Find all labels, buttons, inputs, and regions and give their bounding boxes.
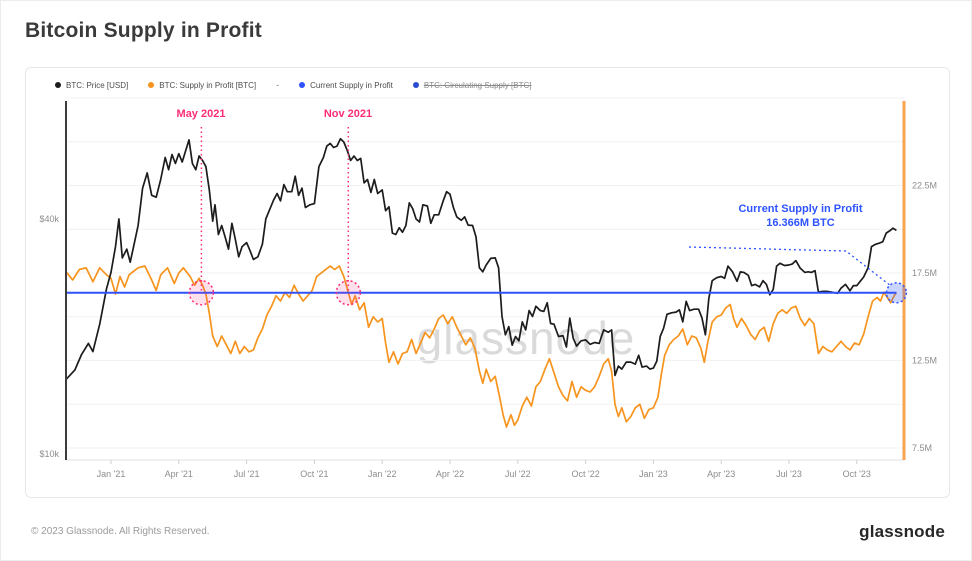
- current-supply-annotation-line1: Current Supply in Profit: [738, 203, 863, 215]
- x-tick-label: Oct '23: [843, 469, 871, 479]
- glassnode-watermark: glassnode: [416, 312, 636, 364]
- chart-card: glassnode: [25, 67, 950, 498]
- current-supply-leader-line: [688, 246, 890, 286]
- x-tick-label: Jan '22: [368, 469, 397, 479]
- x-tick-label: Jul '21: [234, 469, 260, 479]
- x-tick-label: Jul '22: [505, 469, 531, 479]
- x-tick-label: Apr '22: [436, 469, 464, 479]
- current-supply-annotation-label: Current Supply in Profit 16.366M BTC: [693, 202, 908, 230]
- x-tick-label: Oct '22: [571, 469, 599, 479]
- legend-item[interactable]: BTC: Circulating Supply [BTC]: [412, 80, 532, 90]
- glassnode-logo: glassnode: [859, 522, 945, 541]
- event-highlight-circle: [335, 280, 362, 306]
- y-left-tick-label: $10k: [39, 449, 59, 459]
- y-right-tick-label: 7.5M: [912, 443, 932, 453]
- legend-separator: -: [276, 80, 280, 90]
- may-2021-annotation-label: May 2021: [176, 108, 226, 120]
- legend-item-label: BTC: Supply in Profit [BTC]: [159, 80, 257, 90]
- legend-item[interactable]: BTC: Price [USD]: [55, 81, 128, 90]
- y-right-tick-label: 12.5M: [912, 356, 937, 366]
- legend-item[interactable]: Current Supply in Profit: [299, 81, 393, 90]
- legend-item-label: BTC: Circulating Supply [BTC]: [423, 80, 532, 90]
- legend-dot-icon: [55, 82, 61, 88]
- x-tick-label: Apr '21: [165, 469, 193, 479]
- supply-in-profit-line: [65, 265, 898, 428]
- legend-dot-icon: [299, 82, 306, 88]
- current-supply-annotation-line2: 16.366M BTC: [766, 217, 835, 229]
- legend-dot-icon: [412, 82, 419, 88]
- x-tick-label: Jan '21: [97, 469, 126, 479]
- x-tick-label: Apr '23: [707, 469, 735, 479]
- btc-price-line: [65, 137, 897, 381]
- legend-item-label: Current Supply in Profit: [310, 80, 393, 90]
- y-left-tick-label: $40k: [39, 214, 59, 224]
- event-highlight-circle: [188, 280, 215, 306]
- legend: BTC: Price [USD] BTC: Supply in Profit [B…: [55, 80, 531, 90]
- nov-2021-annotation-label: Nov 2021: [323, 108, 373, 120]
- legend-dot-icon: [148, 82, 155, 88]
- x-tick-label: Jan '23: [639, 469, 668, 479]
- legend-item[interactable]: BTC: Supply in Profit [BTC]: [148, 81, 256, 90]
- page-title: Bitcoin Supply in Profit: [25, 19, 262, 42]
- y-right-tick-label: 22.5M: [912, 181, 937, 191]
- y-right-tick-label: 17.5M: [912, 268, 937, 278]
- x-tick-label: Jul '23: [776, 469, 802, 479]
- x-tick-label: Oct '21: [300, 469, 328, 479]
- legend-item-label: BTC: Price [USD]: [66, 80, 129, 90]
- current-supply-marker-circle: [885, 282, 908, 304]
- footer-copyright: © 2023 Glassnode. All Rights Reserved.: [31, 526, 210, 537]
